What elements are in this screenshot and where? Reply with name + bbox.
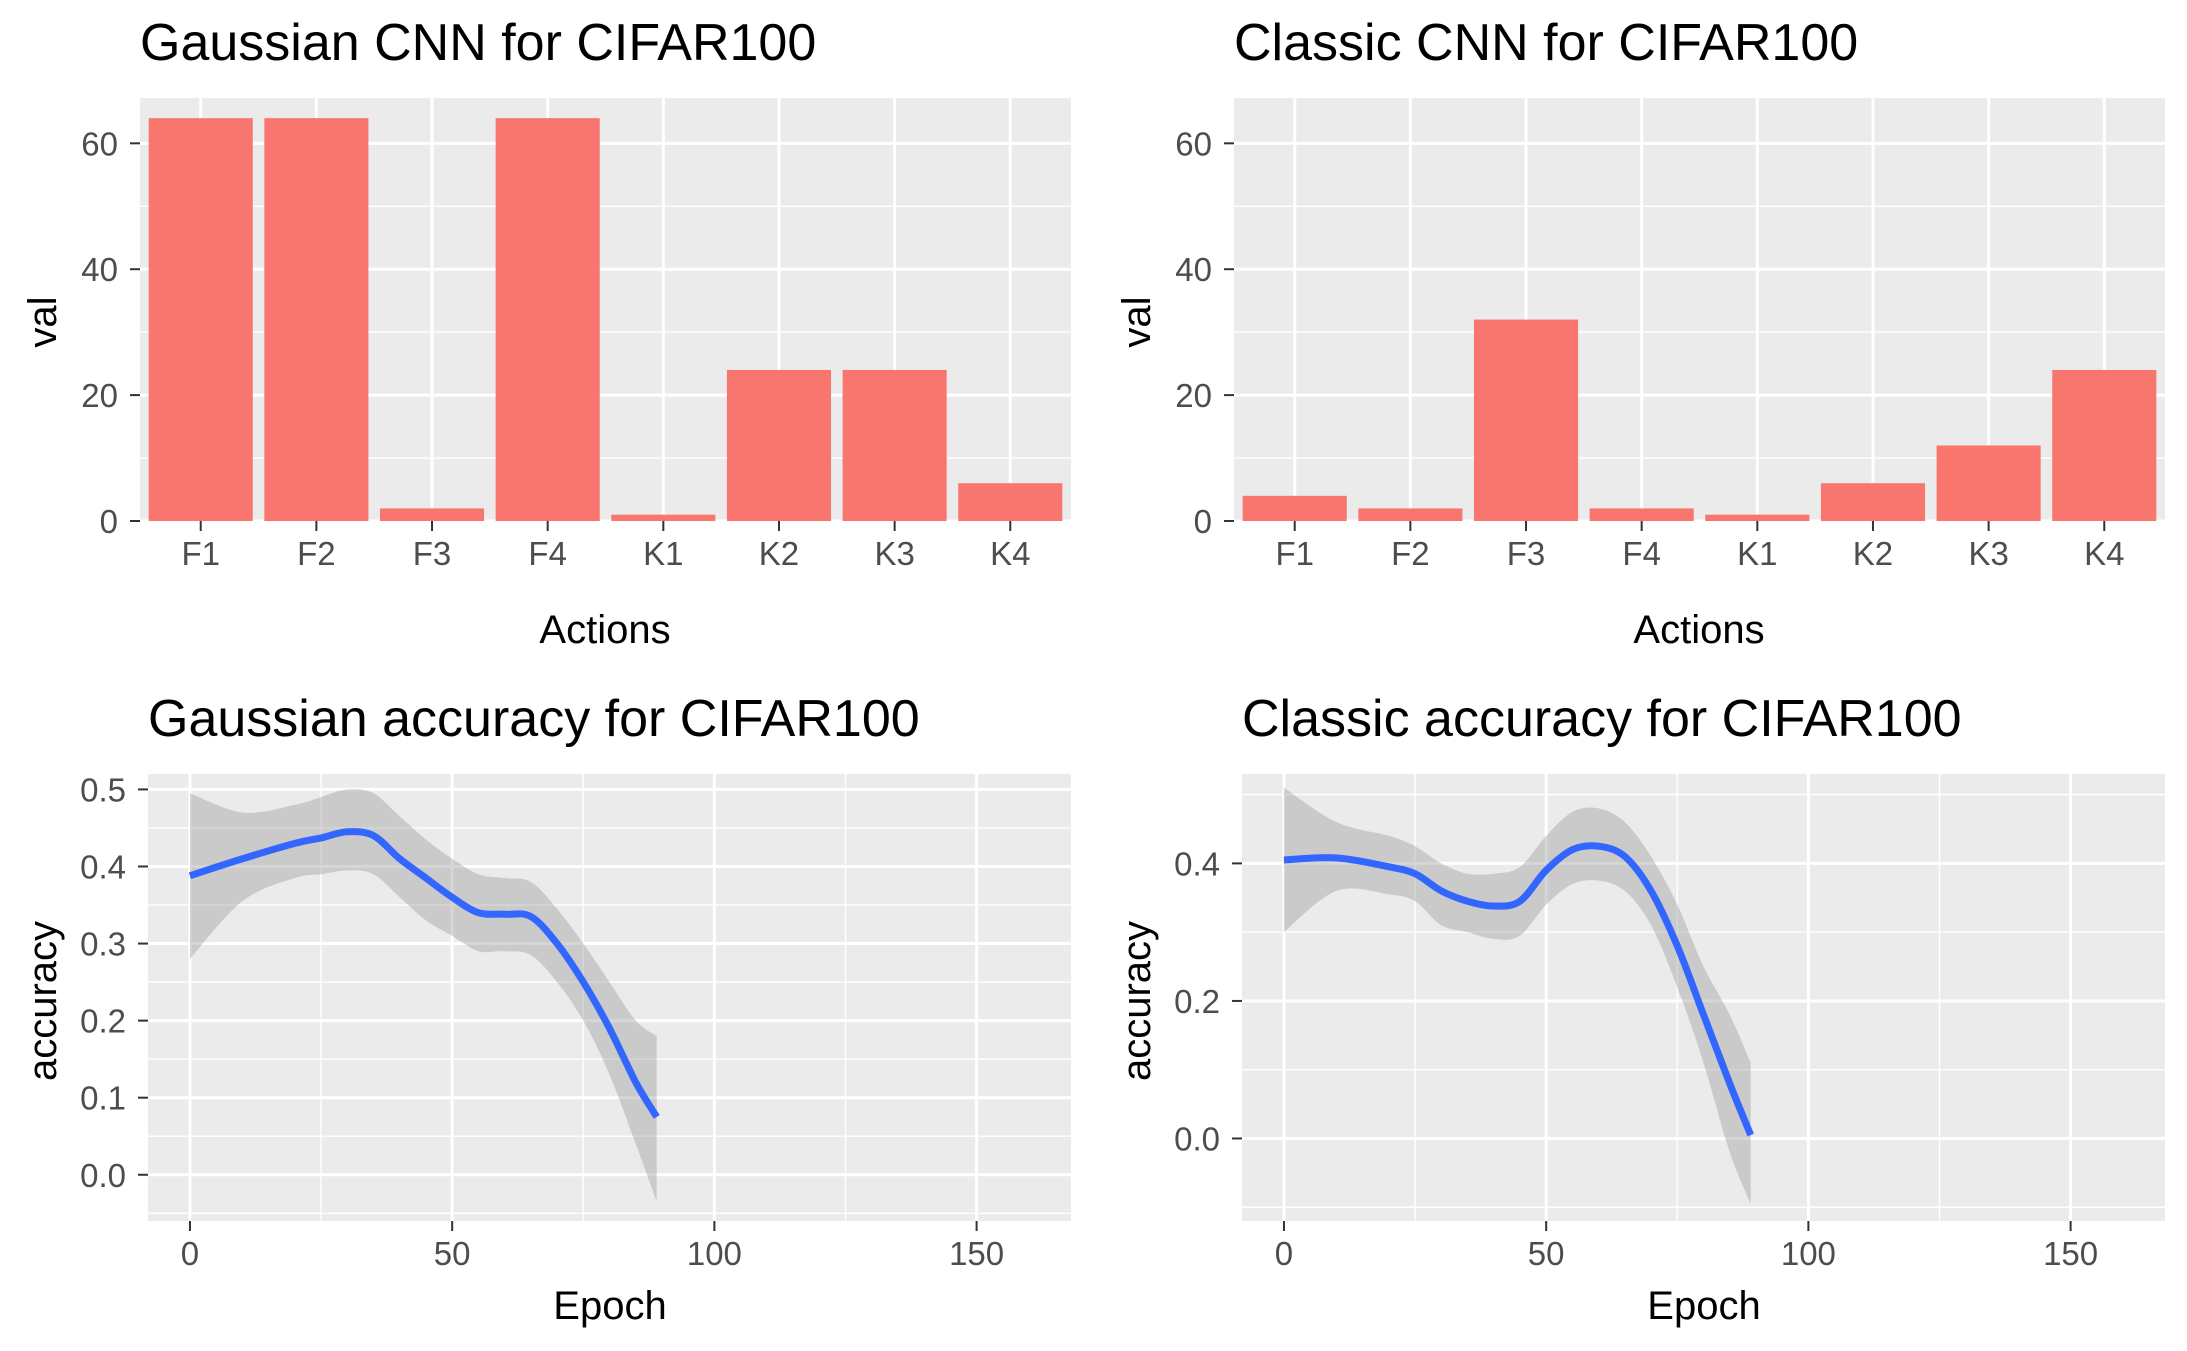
x-tick-label: 50: [434, 1235, 471, 1272]
bar-f3: [379, 508, 485, 521]
gaussian-cnn-chart: Gaussian CNN for CIFAR100 0 20 40 60 F1 F2 F3 F…: [21, 14, 1071, 652]
x-tick-label: K3: [1968, 535, 2008, 572]
classic-cnn-panel: Classic CNN for CIFAR100 0 20 40 60 F1 F2 F3 F4…: [1094, 0, 2187, 675]
x-tick-label: F4: [1622, 535, 1661, 572]
x-tick-label: K4: [2084, 535, 2124, 572]
y-tick-label: 0.0: [1174, 1120, 1220, 1157]
bar-k2: [1820, 483, 1926, 521]
y-tick-label: 20: [81, 377, 118, 414]
y-tick-label: 0.0: [80, 1157, 126, 1194]
y-tick-label: 0.2: [80, 1003, 126, 1040]
y-tick-label: 40: [1175, 251, 1212, 288]
y-tick-label: 0.5: [80, 771, 126, 808]
bar-k2: [726, 369, 832, 521]
x-tick-label: K1: [643, 535, 683, 572]
x-axis-title: Epoch: [553, 1284, 666, 1328]
y-tick-label: 0.1: [80, 1080, 126, 1117]
y-tick-label: 60: [81, 125, 118, 162]
classic-cnn-chart: Classic CNN for CIFAR100 0 20 40 60 F1 F2 F3 F4…: [1115, 14, 2165, 652]
x-tick-label: F2: [1391, 535, 1430, 572]
bar-f4: [1589, 508, 1694, 521]
x-tick-label: K2: [1853, 535, 1893, 572]
y-tick-label: 0.4: [1174, 845, 1220, 882]
bar-k1: [611, 514, 716, 521]
gaussian-cnn-panel: Gaussian CNN for CIFAR100 0 20 40 60 F1 F2 F3 F…: [0, 0, 1093, 675]
x-tick-label: 0: [181, 1235, 199, 1272]
y-tick-label: 0.4: [80, 848, 126, 885]
x-tick-label: F4: [528, 535, 567, 572]
y-tick-label: 0.2: [1174, 983, 1220, 1020]
bar-f2: [264, 118, 369, 522]
y-axis-title: accuracy: [1115, 921, 1159, 1081]
y-axis-title: accuracy: [21, 921, 65, 1081]
chart-title: Gaussian accuracy for CIFAR100: [148, 690, 920, 748]
classic-accuracy-panel: Classic accuracy for CIFAR100 0.0 0.2 0.4 0…: [1094, 676, 2187, 1351]
chart-title: Gaussian CNN for CIFAR100: [140, 14, 816, 72]
confidence-ribbon: [1283, 787, 1751, 1204]
bar-k1: [1705, 514, 1810, 521]
x-tick-label: F1: [1275, 535, 1314, 572]
x-axis-title: Actions: [539, 608, 670, 652]
y-tick-label: 0: [1194, 503, 1212, 540]
x-tick-label: 100: [1781, 1235, 1836, 1272]
x-tick-label: K2: [759, 535, 799, 572]
y-tick-label: 60: [1175, 125, 1212, 162]
x-tick-label: K1: [1737, 535, 1777, 572]
x-tick-label: 100: [687, 1235, 742, 1272]
x-tick-label: F2: [297, 535, 336, 572]
x-tick-label: K4: [990, 535, 1030, 572]
y-axis-title: val: [21, 296, 65, 347]
plot-background: [1242, 774, 2165, 1221]
y-tick-label: 0.3: [80, 926, 126, 963]
y-axis-title: val: [1115, 296, 1159, 347]
x-tick-label: F3: [413, 535, 452, 572]
bar-f4: [495, 118, 600, 522]
smooth-line: [188, 828, 660, 1119]
bar-f1: [1242, 495, 1347, 521]
x-tick-label: 50: [1528, 1235, 1565, 1272]
x-tick-label: K3: [874, 535, 914, 572]
smooth-line: [1283, 842, 1754, 1137]
y-tick-label: 0: [100, 503, 118, 540]
y-tick-label: 40: [81, 251, 118, 288]
gaussian-accuracy-panel: Gaussian accuracy for CIFAR100 0.0 0.1 0.2…: [0, 676, 1093, 1351]
bar-k4: [958, 483, 1063, 521]
chart-title: Classic CNN for CIFAR100: [1234, 14, 1858, 72]
bar-f3: [1473, 319, 1579, 521]
plot-background: [148, 774, 1071, 1221]
bar-k3: [1936, 445, 2041, 521]
bar-f2: [1358, 508, 1463, 521]
x-tick-label: 0: [1275, 1235, 1293, 1272]
bar-k4: [2052, 369, 2157, 521]
bar-k3: [842, 369, 947, 521]
chart-title: Classic accuracy for CIFAR100: [1242, 690, 1962, 748]
bar-f1: [148, 118, 253, 522]
classic-accuracy-chart: Classic accuracy for CIFAR100 0.0 0.2 0.4 0…: [1115, 690, 2165, 1328]
x-tick-label: 150: [2043, 1235, 2098, 1272]
x-axis-title: Epoch: [1647, 1284, 1760, 1328]
y-tick-label: 20: [1175, 377, 1212, 414]
x-tick-label: 150: [949, 1235, 1004, 1272]
x-axis-title: Actions: [1633, 608, 1764, 652]
x-tick-label: F1: [181, 535, 220, 572]
confidence-ribbon: [189, 789, 657, 1202]
gaussian-accuracy-chart: Gaussian accuracy for CIFAR100 0.0 0.1 0.2…: [21, 690, 1071, 1328]
x-tick-label: F3: [1507, 535, 1546, 572]
